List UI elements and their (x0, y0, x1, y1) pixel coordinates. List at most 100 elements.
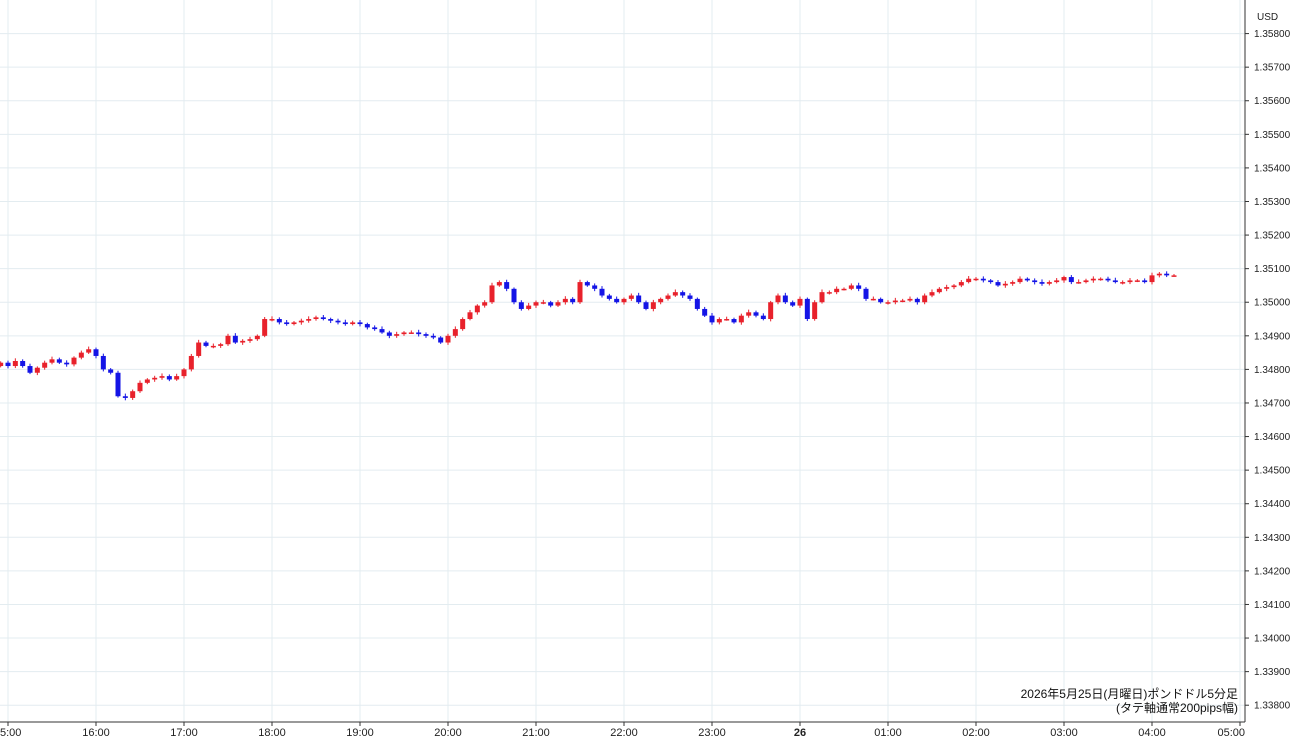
candle-body (438, 337, 444, 343)
candle-body (658, 298, 664, 303)
candle-body (416, 332, 422, 335)
candle-body (196, 342, 202, 356)
price-tick-labels: 1.33800 1.33900 1.34000 1.34100 1.34200 1.343… (1245, 29, 1291, 712)
candle-body (335, 320, 341, 323)
candle-body (20, 361, 26, 367)
time-tick-label: 26 (794, 727, 806, 739)
price-tick-label: 1.35800 (1254, 29, 1291, 40)
candle (1112, 277, 1118, 284)
candle (878, 297, 884, 304)
candle-body (562, 298, 568, 303)
candle (401, 331, 407, 336)
price-tick-label: 1.33800 (1254, 701, 1291, 712)
candle (944, 284, 950, 292)
time-tick-label: 21:00 (522, 727, 550, 739)
candle-body (100, 355, 106, 370)
candle-body (944, 287, 950, 289)
candle-body (1039, 282, 1045, 284)
candle-body (892, 300, 898, 303)
candle (958, 280, 964, 288)
candle-body (878, 298, 884, 303)
candle-body (555, 302, 561, 306)
candle (1149, 272, 1155, 285)
candle (812, 300, 818, 321)
candle-body (922, 295, 928, 303)
candle-body (1054, 280, 1060, 283)
candle-body (511, 288, 517, 303)
candle (496, 280, 502, 287)
candle-body (775, 295, 781, 303)
candle-body (533, 302, 539, 306)
candle-body (614, 298, 620, 303)
candle-body (372, 327, 378, 330)
candle (760, 313, 766, 321)
candle-body (401, 332, 407, 335)
price-tick-label: 1.34100 (1254, 600, 1291, 611)
candle-body (1134, 280, 1140, 282)
candle-series (0, 271, 1177, 401)
candle-body (804, 298, 810, 320)
candle-body (1017, 278, 1023, 283)
candle-body (1024, 278, 1030, 281)
candle-body (408, 332, 414, 334)
candle (665, 293, 671, 301)
candle (1127, 278, 1133, 285)
candle (372, 325, 378, 331)
time-tick-label: 5:00 (0, 727, 21, 739)
time-tick-label: 20:00 (434, 727, 462, 739)
candle-body (306, 319, 312, 321)
candle (188, 353, 194, 372)
candle-body (284, 322, 290, 325)
candle-body (159, 376, 165, 378)
chart-caption-line1: 2026年5月25日(月曜日)ポンドドル5分足 (1021, 687, 1238, 701)
candle-body (115, 372, 121, 397)
candle-body (291, 322, 297, 325)
candle-body (122, 396, 128, 398)
currency-label: USD (1257, 12, 1278, 23)
candle (570, 297, 576, 305)
candle (262, 317, 268, 338)
candle (313, 315, 319, 321)
candle-body (1010, 282, 1016, 284)
candle (1039, 279, 1045, 286)
candle (790, 300, 796, 307)
candle (298, 318, 304, 325)
candle (988, 279, 994, 284)
candle-body (1090, 278, 1096, 281)
candle-body (797, 298, 803, 306)
candle-body (445, 335, 451, 343)
candle-body (628, 295, 634, 299)
candle-body (848, 285, 854, 289)
candle-body (709, 315, 715, 323)
candle-body (276, 319, 282, 323)
candle-body (885, 302, 891, 304)
candle (687, 293, 693, 301)
candle (78, 350, 84, 360)
chart-grid (0, 0, 1245, 722)
candle (672, 289, 678, 297)
candle-body (973, 278, 979, 281)
candle-body (12, 361, 18, 367)
candle (218, 342, 224, 348)
candle-body (636, 295, 642, 303)
candle (922, 293, 928, 305)
candle (269, 316, 275, 322)
candle (1010, 280, 1016, 286)
candle-body (298, 320, 304, 323)
candle (650, 299, 656, 312)
candle (247, 336, 253, 343)
candle-body (42, 362, 48, 368)
candle (592, 283, 598, 292)
candle (144, 378, 150, 385)
time-tick-label: 17:00 (170, 727, 198, 739)
candle-body (1083, 280, 1089, 283)
candle-body (760, 315, 766, 320)
candle (108, 368, 114, 375)
candle (159, 373, 165, 380)
candle-body (423, 334, 429, 336)
candle-body (1171, 275, 1177, 277)
candle (1076, 279, 1082, 284)
candle-body (5, 362, 11, 367)
candle-body (694, 298, 700, 309)
